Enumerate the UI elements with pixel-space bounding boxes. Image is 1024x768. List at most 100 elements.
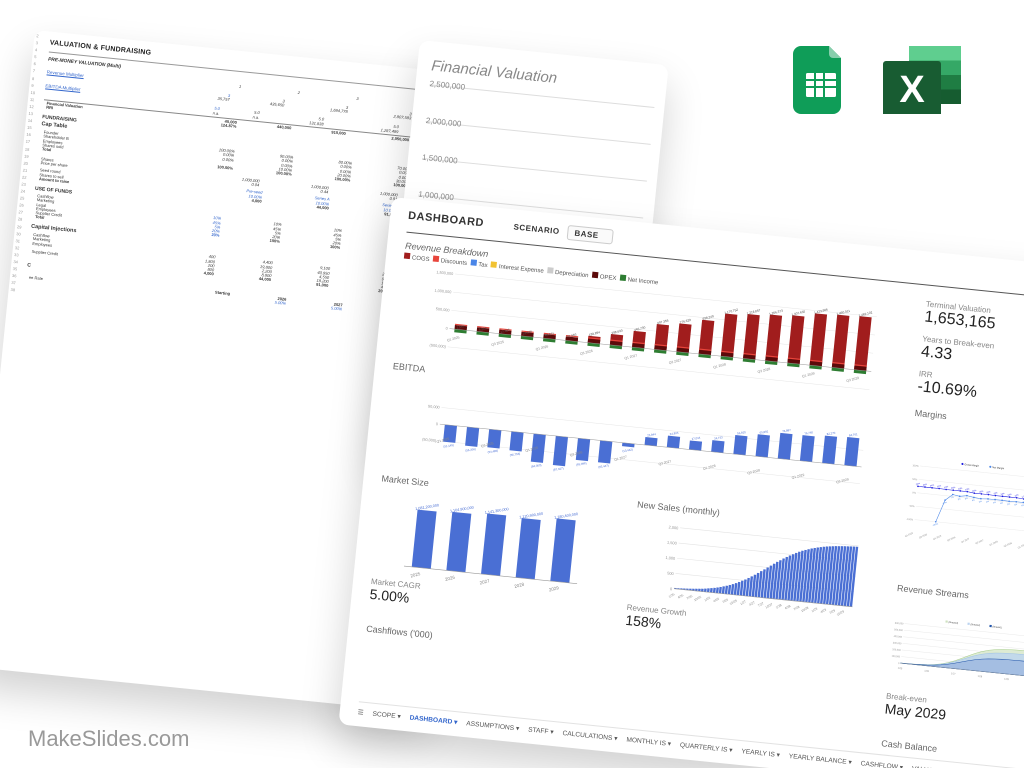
svg-text:0: 0 (436, 422, 439, 426)
svg-text:1,218,657: 1,218,657 (746, 308, 761, 315)
svg-text:(65,447): (65,447) (598, 464, 609, 470)
svg-text:500,000: 500,000 (894, 628, 904, 632)
svg-text:4/26: 4/26 (713, 597, 721, 604)
svg-text:1/28: 1/28 (775, 603, 783, 610)
svg-text:1,469,102: 1,469,102 (858, 310, 873, 317)
svg-text:1,170,752: 1,170,752 (724, 308, 739, 315)
svg-text:7%: 7% (951, 497, 955, 500)
svg-text:10/26: 10/26 (729, 598, 738, 605)
svg-text:0: 0 (670, 586, 673, 591)
svg-text:7/26: 7/26 (722, 598, 730, 605)
svg-text:1,500: 1,500 (667, 540, 678, 546)
svg-text:-100%: -100% (906, 518, 914, 522)
svg-text:1/28: 1/28 (977, 675, 983, 679)
svg-text:1,000,000: 1,000,000 (434, 289, 451, 295)
svg-text:10/28: 10/28 (800, 606, 809, 613)
svg-text:Q3 2028: Q3 2028 (757, 367, 771, 374)
svg-text:2028: 2028 (514, 582, 525, 589)
svg-text:50%: 50% (912, 478, 918, 482)
svg-text:Q1 2027: Q1 2027 (614, 455, 628, 462)
svg-text:56,920: 56,920 (737, 430, 747, 435)
svg-text:1,180,400,000: 1,180,400,000 (554, 512, 578, 520)
svg-text:Q1 2025: Q1 2025 (905, 532, 914, 538)
svg-text:1,307,630: 1,307,630 (791, 309, 806, 316)
svg-text:Q3 2025: Q3 2025 (491, 340, 505, 347)
svg-text:2%: 2% (979, 501, 983, 504)
svg-text:1/26: 1/26 (924, 670, 930, 674)
svg-text:400,000: 400,000 (893, 635, 903, 639)
svg-text:(84,000): (84,000) (531, 463, 542, 469)
svg-text:-17%: -17% (942, 502, 947, 506)
svg-text:(Stream2): (Stream2) (970, 623, 980, 627)
svg-text:697,356: 697,356 (657, 318, 669, 325)
svg-text:1/25: 1/25 (898, 667, 904, 671)
svg-text:Q1 2029: Q1 2029 (791, 473, 805, 480)
svg-text:7/28: 7/28 (793, 605, 801, 612)
svg-text:Q3 2026: Q3 2026 (947, 537, 956, 543)
svg-text:Q1 2026: Q1 2026 (933, 535, 942, 541)
svg-text:Gross Margin: Gross Margin (964, 463, 979, 468)
svg-text:Q1 2026: Q1 2026 (535, 344, 549, 351)
svg-text:2027: 2027 (479, 578, 490, 585)
svg-text:Q1 2025: Q1 2025 (436, 437, 450, 444)
svg-text:4%: 4% (1000, 502, 1004, 505)
svg-text:(Stream1): (Stream1) (992, 625, 1002, 629)
svg-text:0: 0 (898, 662, 900, 665)
svg-text:1/29: 1/29 (1004, 678, 1010, 682)
svg-text:Q3 2027: Q3 2027 (658, 459, 672, 466)
svg-text:298,630: 298,630 (611, 328, 623, 335)
svg-text:1,000: 1,000 (665, 555, 676, 561)
svg-text:1/29: 1/29 (811, 607, 819, 614)
svg-text:1/26: 1/26 (704, 596, 712, 603)
svg-text:1,500,000: 1,500,000 (436, 270, 453, 276)
svg-text:Q3 2029: Q3 2029 (836, 477, 850, 484)
svg-text:76,740: 76,740 (804, 430, 814, 435)
svg-text:(56,356): (56,356) (465, 447, 476, 453)
svg-text:2025: 2025 (410, 571, 421, 578)
svg-text:4/27: 4/27 (748, 600, 756, 607)
svg-text:0%: 0% (912, 491, 917, 494)
svg-text:Q3 2025: Q3 2025 (919, 534, 928, 540)
svg-text:100%: 100% (912, 464, 919, 468)
svg-text:Q1 2029: Q1 2029 (1018, 544, 1024, 550)
svg-text:2,000: 2,000 (668, 524, 679, 530)
svg-text:7/27: 7/27 (757, 601, 765, 608)
svg-text:4%: 4% (986, 501, 990, 504)
svg-text:1,266,373: 1,266,373 (769, 309, 784, 316)
svg-text:Q1 2028: Q1 2028 (702, 464, 716, 471)
svg-text:10/27: 10/27 (765, 602, 774, 609)
svg-text:84,761: 84,761 (849, 432, 859, 437)
svg-text:65,892: 65,892 (759, 429, 769, 434)
svg-text:1,120,900,000: 1,120,900,000 (519, 512, 543, 520)
svg-text:200,000: 200,000 (892, 648, 902, 652)
svg-text:1/27: 1/27 (739, 599, 747, 606)
svg-text:445,730: 445,730 (634, 325, 646, 332)
svg-text:Q3 2028: Q3 2028 (1004, 542, 1013, 548)
svg-text:600,000: 600,000 (895, 622, 905, 626)
svg-text:7/29: 7/29 (829, 608, 837, 615)
svg-text:1,081,200,000: 1,081,200,000 (415, 503, 439, 511)
svg-text:Q1 2028: Q1 2028 (990, 541, 999, 547)
svg-text:Q1 2025: Q1 2025 (446, 335, 460, 342)
svg-text:50,000: 50,000 (428, 404, 440, 409)
svg-text:27,044: 27,044 (691, 436, 701, 441)
svg-text:4/25: 4/25 (677, 593, 685, 600)
svg-text:Q3 2028: Q3 2028 (747, 468, 761, 475)
svg-text:7/25: 7/25 (686, 594, 694, 601)
svg-text:Q1 2029: Q1 2029 (802, 371, 816, 378)
svg-text:(500,000): (500,000) (429, 343, 446, 349)
svg-text:(87,327): (87,327) (553, 466, 564, 472)
svg-text:1,423,966: 1,423,966 (814, 307, 829, 314)
svg-text:4/29: 4/29 (820, 607, 828, 614)
svg-text:4%: 4% (972, 499, 976, 502)
svg-text:776,629: 776,629 (679, 318, 691, 325)
svg-text:(Stream3): (Stream3) (948, 621, 958, 625)
svg-text:10/25: 10/25 (693, 595, 702, 602)
svg-text:2029: 2029 (548, 585, 559, 592)
svg-text:Net Margin: Net Margin (992, 466, 1005, 470)
svg-text:(56,756): (56,756) (509, 452, 520, 458)
svg-text:3%: 3% (958, 498, 962, 501)
svg-text:(10,442): (10,442) (622, 447, 633, 453)
svg-text:34,833: 34,833 (669, 431, 679, 436)
svg-text:(51,145): (51,145) (443, 443, 454, 449)
